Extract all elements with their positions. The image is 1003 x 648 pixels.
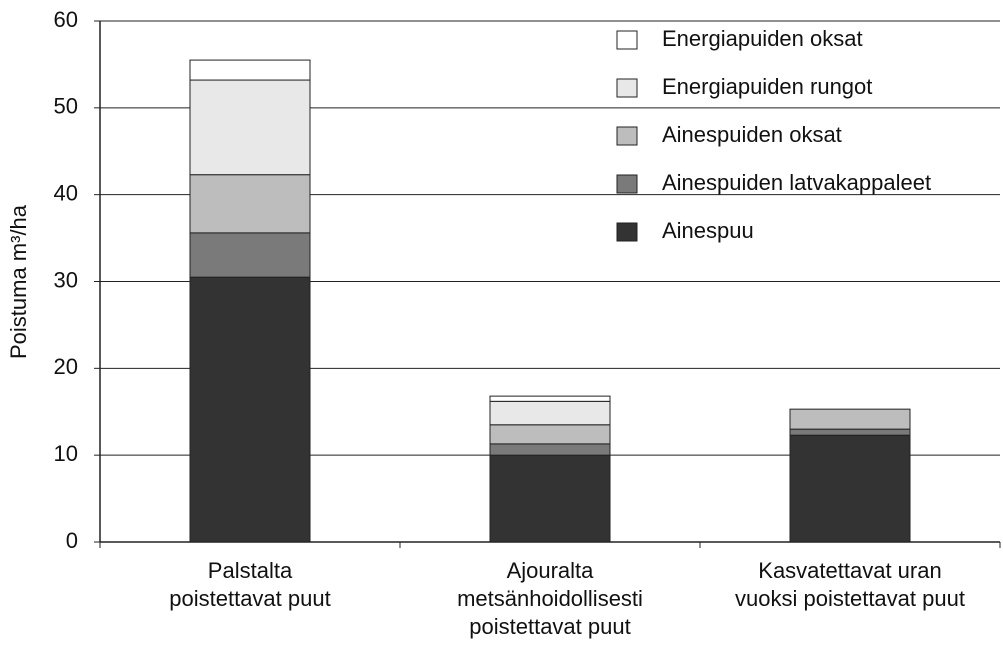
x-tick-label: Kasvatettavat uran bbox=[758, 558, 941, 583]
bar-segment bbox=[489, 395, 611, 402]
y-axis-label: Poistuma m³/ha bbox=[6, 204, 31, 359]
bar-segment bbox=[189, 79, 311, 176]
y-tick-label: 50 bbox=[54, 94, 78, 119]
bar-segment bbox=[189, 174, 311, 234]
y-tick-label: 10 bbox=[54, 441, 78, 466]
bar-segment bbox=[789, 408, 911, 430]
legend-label: Ainespuiden oksat bbox=[662, 122, 842, 147]
y-tick-label: 30 bbox=[54, 267, 78, 292]
x-tick-label: poistettavat puut bbox=[469, 614, 630, 639]
y-tick-label: 20 bbox=[54, 354, 78, 379]
legend-swatch bbox=[616, 222, 638, 242]
bar-segment bbox=[189, 59, 311, 81]
y-tick-label: 40 bbox=[54, 180, 78, 205]
bar-segment bbox=[789, 434, 911, 543]
bar-segment bbox=[489, 454, 611, 543]
x-tick-label: vuoksi poistettavat puut bbox=[735, 586, 965, 611]
legend-label: Energiapuiden oksat bbox=[662, 26, 863, 51]
x-tick-label: Ajouralta bbox=[507, 558, 595, 583]
legend-swatch bbox=[616, 78, 638, 98]
bar-segment bbox=[189, 232, 311, 278]
bar-segment bbox=[489, 400, 611, 426]
legend-label: Ainespuiden latvakappaleet bbox=[662, 170, 931, 195]
x-tick-label: Palstalta bbox=[208, 558, 293, 583]
legend-swatch bbox=[616, 126, 638, 146]
bar-segment bbox=[789, 428, 911, 436]
bar-segment bbox=[489, 424, 611, 445]
bar-segment bbox=[189, 276, 311, 543]
y-tick-label: 60 bbox=[54, 7, 78, 32]
legend-label: Ainespuu bbox=[662, 218, 754, 243]
x-tick-label: metsänhoidollisesti bbox=[457, 586, 643, 611]
legend-label: Energiapuiden rungot bbox=[662, 74, 872, 99]
bar-segment bbox=[489, 443, 611, 456]
y-tick-label: 0 bbox=[66, 528, 78, 553]
legend-swatch bbox=[616, 30, 638, 50]
legend-swatch bbox=[616, 174, 638, 194]
x-tick-label: poistettavat puut bbox=[169, 586, 330, 611]
